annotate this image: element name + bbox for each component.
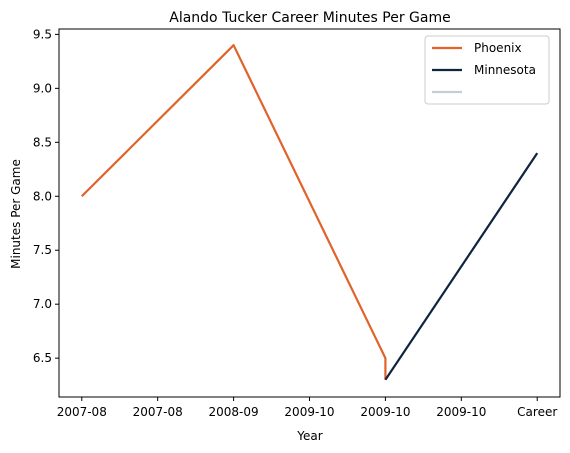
y-tick-label: 8.5 <box>33 135 52 149</box>
series-line-phoenix <box>80 44 387 380</box>
legend: Phoenix Minnesota <box>424 35 550 105</box>
legend-label: Minnesota <box>474 63 536 77</box>
series-lines <box>80 44 539 381</box>
x-tick-label: Career <box>517 405 557 419</box>
y-tick-label: 9.0 <box>33 81 52 95</box>
chart-title: Alando Tucker Career Minutes Per Game <box>169 10 450 26</box>
x-axis-title: Year <box>296 429 322 443</box>
y-axis-ticks: 6.5 7.0 7.5 8.0 8.5 9.0 9.5 <box>33 27 59 365</box>
legend-frame <box>424 35 550 105</box>
x-tick-label: 2008-09 <box>209 405 259 419</box>
y-axis-title: Minutes Per Game <box>9 159 23 269</box>
x-axis-ticks: 2007-08 2007-08 2008-09 2009-10 2009-10 2009-… <box>57 397 557 419</box>
x-tick-label: 2009-10 <box>436 405 486 419</box>
legend-label: Phoenix <box>474 41 522 55</box>
y-tick-label: 7.0 <box>33 297 52 311</box>
y-tick-label: 9.5 <box>33 27 52 41</box>
series-line-minnesota <box>384 152 539 381</box>
x-tick-label: 2009-10 <box>284 405 334 419</box>
x-tick-label: 2007-08 <box>133 405 183 419</box>
x-tick-label: 2009-10 <box>360 405 410 419</box>
y-tick-label: 6.5 <box>33 351 52 365</box>
x-tick-label: 2007-08 <box>57 405 107 419</box>
y-tick-label: 8.0 <box>33 189 52 203</box>
y-tick-label: 7.5 <box>33 243 52 257</box>
